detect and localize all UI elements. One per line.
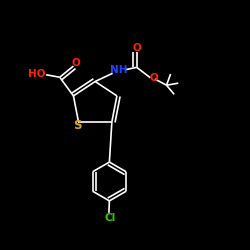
Text: O: O <box>150 73 158 83</box>
Text: O: O <box>132 44 141 54</box>
Text: Cl: Cl <box>105 213 116 223</box>
Text: HO: HO <box>28 69 46 79</box>
Text: NH: NH <box>110 65 128 75</box>
Text: S: S <box>73 119 82 132</box>
Text: O: O <box>71 58 80 68</box>
